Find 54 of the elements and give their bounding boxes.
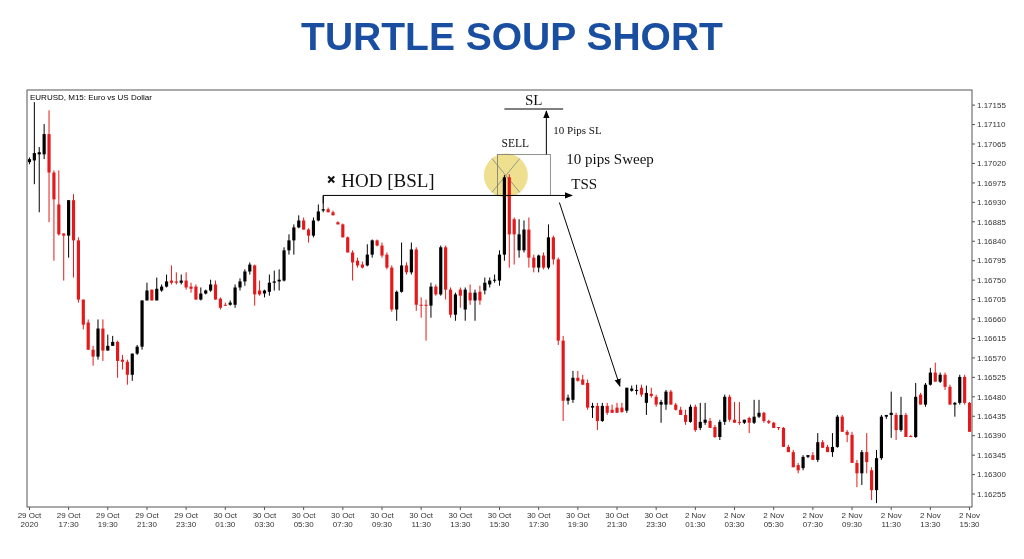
- x-tick-label: 2 Nov 01:30: [684, 511, 706, 529]
- x-tick-label: 30 Oct 15:30: [487, 511, 513, 529]
- y-tick-label: 1.16300: [977, 470, 1007, 480]
- x-tick-label: 2 Nov 07:30: [802, 511, 824, 529]
- ref-line-label: SL: [525, 92, 543, 109]
- annotation: 10 pips Sweep: [566, 151, 654, 168]
- annotation: SELL: [501, 137, 529, 150]
- x-tick-label: 30 Oct 07:30: [331, 511, 356, 529]
- x-tick-label: 29 Oct 17:30: [56, 511, 82, 529]
- x-tick-label: 29 Oct 23:30: [174, 511, 199, 529]
- annotation: TSS: [571, 176, 598, 193]
- y-tick-label: 1.16885: [977, 217, 1007, 227]
- x-tick-label: 30 Oct 21:30: [605, 511, 630, 529]
- y-tick-label: 1.16975: [977, 178, 1007, 188]
- x-tick-label: 30 Oct 13:30: [448, 511, 473, 529]
- y-tick-label: 1.17110: [977, 120, 1006, 130]
- y-tick-label: 1.16795: [977, 256, 1007, 266]
- x-tick-label: 30 Oct 09:30: [370, 511, 395, 529]
- y-tick-label: 1.16660: [977, 314, 1007, 324]
- x-tick-label: 2 Nov 13:30: [919, 511, 941, 529]
- y-tick-label: 1.17065: [977, 139, 1007, 149]
- x-tick-label: 2 Nov 11:30: [880, 511, 902, 529]
- x-tick-label: 29 Oct 2020: [17, 511, 42, 529]
- y-tick-label: 1.17020: [977, 159, 1007, 169]
- y-tick-label: 1.16840: [977, 237, 1007, 247]
- x-tick-label: 2 Nov 05:30: [763, 511, 785, 529]
- x-tick-label: 2 Nov 15:30: [959, 511, 981, 529]
- y-tick-label: 1.16255: [977, 489, 1007, 499]
- y-tick-label: 1.16525: [977, 373, 1007, 383]
- y-tick-label: 1.16570: [977, 353, 1007, 363]
- x-tick-label: 30 Oct 17:30: [526, 511, 552, 529]
- annotation: 10 Pips SL: [553, 124, 602, 137]
- chart-subtitle: EURUSD, M15: Euro vs US Dollar: [30, 93, 153, 102]
- chart-title: TURTLE SOUP SHORT: [301, 15, 724, 58]
- y-tick-label: 1.16705: [977, 295, 1007, 305]
- x-tick-label: 2 Nov 03:30: [724, 511, 746, 529]
- x-tick-label: 29 Oct 21:30: [135, 511, 160, 529]
- x-tick-label: 2 Nov 09:30: [841, 511, 863, 529]
- x-tick-label: 30 Oct 05:30: [291, 511, 317, 529]
- x-tick-label: 30 Oct 01:30: [213, 511, 238, 529]
- x-tick-label: 30 Oct 23:30: [644, 511, 669, 529]
- x-tick-label: 30 Oct 19:30: [566, 511, 591, 529]
- y-tick-label: 1.16750: [977, 275, 1007, 285]
- y-tick-label: 1.16930: [977, 198, 1007, 208]
- x-tick-label: 30 Oct 11:30: [409, 511, 434, 529]
- x-tick-label: 30 Oct 03:30: [252, 511, 278, 529]
- y-tick-label: 1.17155: [977, 100, 1007, 110]
- x-tick-label: 29 Oct 19:30: [96, 511, 121, 529]
- y-tick-label: 1.16345: [977, 450, 1007, 460]
- y-tick-label: 1.16390: [977, 431, 1007, 441]
- ref-line-label: HOD [BSL]: [341, 170, 435, 192]
- y-tick-label: 1.16615: [977, 334, 1007, 344]
- y-tick-label: 1.16435: [977, 412, 1007, 422]
- y-tick-label: 1.16480: [977, 392, 1007, 402]
